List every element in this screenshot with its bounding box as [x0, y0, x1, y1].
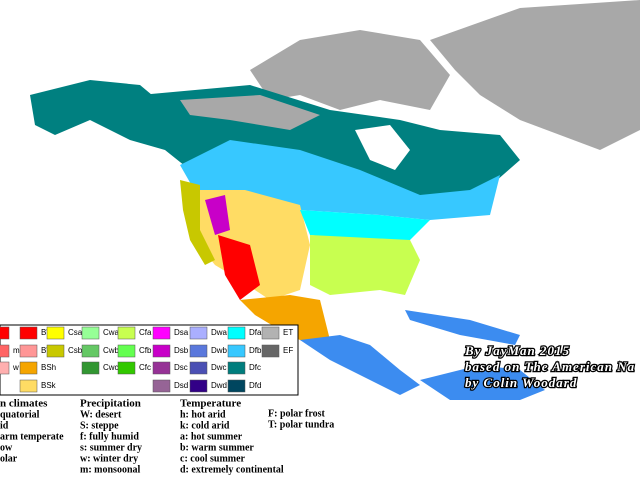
key-line: w: winter dry [80, 453, 138, 464]
legend-swatch [81, 344, 100, 358]
us-north-east [300, 210, 430, 240]
key-line: c: cool summer [180, 453, 246, 464]
legend-swatch [189, 344, 208, 358]
legend-swatch [261, 344, 280, 358]
legend-label: ET [283, 328, 293, 337]
legend-label: Dfa [249, 328, 262, 337]
legend-label: Dwd [211, 381, 227, 390]
legend-label: EF [283, 346, 293, 355]
key-line: id [0, 420, 9, 431]
mexico [240, 295, 330, 345]
greenland [430, 0, 640, 150]
legend-swatch [19, 326, 38, 340]
key-line: h: hot arid [180, 409, 226, 420]
key-line: b: warm summer [180, 442, 254, 453]
legend-swatch [189, 326, 208, 340]
caribbean [405, 310, 520, 345]
legend-swatch [81, 361, 100, 375]
credit-line: by Colin Woodard [465, 375, 577, 390]
legend-label: Cfa [139, 328, 152, 337]
credit-line: based on The American Na [465, 359, 635, 374]
legend: mwBWhBWkBShBSkCsaCsbCwaCwbCwcCfaCfbCfcDs… [0, 324, 299, 396]
legend-swatch [227, 379, 246, 393]
key-line: arm temperate [0, 431, 64, 442]
us-desert [218, 235, 260, 300]
key-line: d: extremely continental [180, 464, 284, 475]
legend-swatch [19, 344, 38, 358]
legend-label: Dfb [249, 346, 262, 355]
legend-label: m [13, 346, 20, 355]
credit-line: By JayMan 2015 [464, 343, 570, 358]
legend-label: BSk [41, 381, 57, 390]
key-line: k: cold arid [180, 420, 230, 431]
key-line: a: hot summer [180, 431, 243, 442]
map-shapes [30, 0, 640, 400]
central-america [300, 335, 420, 395]
key-title: n climates [0, 398, 48, 410]
legend-label: Csa [68, 328, 83, 337]
legend-swatch [227, 344, 246, 358]
legend-label: Csb [68, 346, 83, 355]
key-line: m: monsoonal [80, 464, 141, 475]
credits: By JayMan 2015 based on The American Na … [463, 342, 636, 392]
legend-label: Dwc [211, 363, 227, 372]
legend-label: Dsa [174, 328, 189, 337]
legend-swatch [227, 326, 246, 340]
legend-swatch [152, 379, 171, 393]
key-line: S: steppe [80, 420, 119, 431]
hudson-bay [355, 125, 410, 170]
legend-label: Cwa [103, 328, 120, 337]
legend-label: Dsd [174, 381, 188, 390]
key-title: Temperature [180, 398, 241, 410]
legend-swatch [46, 326, 65, 340]
key-line: T: polar tundra [268, 419, 334, 430]
legend-label: Cfc [139, 363, 151, 372]
legend-swatch [46, 344, 65, 358]
key-line: W: desert [80, 409, 122, 420]
legend-label: Cwc [103, 363, 119, 372]
legend-swatch [189, 361, 208, 375]
legend-swatch [189, 379, 208, 393]
legend-swatch [152, 344, 171, 358]
key-line: quatorial [0, 409, 40, 420]
key-line: F: polar frost [268, 408, 326, 419]
arctic-islands [250, 30, 450, 110]
legend-swatch [117, 361, 136, 375]
tundra-band [180, 95, 320, 130]
legend-label: Dwb [211, 346, 228, 355]
south-america [420, 365, 545, 400]
us-rockies [205, 195, 230, 235]
legend-label: Cwb [103, 346, 120, 355]
legend-swatch [261, 326, 280, 340]
legend-swatch [117, 326, 136, 340]
key-line: ow [0, 442, 13, 453]
legend-swatch [81, 326, 100, 340]
legend-label: Dsb [174, 346, 189, 355]
legend-swatch [0, 361, 10, 375]
us-east [310, 235, 420, 295]
legend-swatch [19, 361, 38, 375]
legend-swatch [152, 326, 171, 340]
legend-swatch [0, 326, 10, 340]
us-pacific [180, 180, 215, 265]
legend-swatch [19, 379, 38, 393]
key-line: s: summer dry [80, 442, 142, 453]
legend-swatch [117, 344, 136, 358]
legend-label: BSh [41, 363, 56, 372]
legend-label: Cfb [139, 346, 152, 355]
legend-label: Dfc [249, 363, 261, 372]
alaska [30, 80, 170, 150]
legend-label: Dsc [174, 363, 188, 372]
key-line: f: fully humid [80, 431, 139, 442]
key-title: Precipitation [80, 398, 141, 410]
legend-swatch [227, 361, 246, 375]
legend-label: w [12, 363, 19, 372]
legend-label: Dfd [249, 381, 261, 390]
legend-swatch [152, 361, 171, 375]
legend-swatch [0, 344, 10, 358]
key-line: olar [0, 453, 18, 464]
legend-label: Dwa [211, 328, 228, 337]
